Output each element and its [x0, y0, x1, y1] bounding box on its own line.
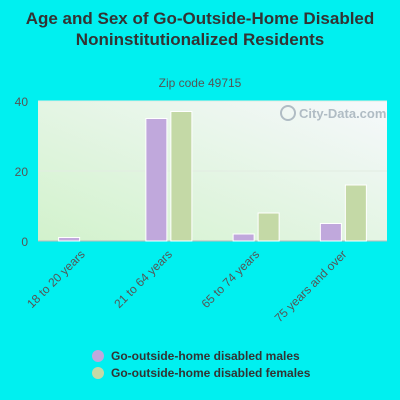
watermark: City-Data.com — [280, 105, 386, 121]
chart-title: Age and Sex of Go-Outside-Home Disabled … — [25, 9, 375, 49]
legend-swatch-males — [92, 350, 104, 362]
watermark-text: City-Data.com — [299, 106, 386, 121]
bar-females — [170, 111, 193, 242]
legend-item-females: Go-outside-home disabled females — [92, 365, 310, 381]
x-tick-label: 21 to 64 years — [111, 247, 175, 311]
y-tick-label: 40 — [15, 95, 29, 109]
chart-subtitle: Zip code 49715 — [158, 76, 242, 90]
bars — [58, 111, 367, 242]
legend-label-males: Go-outside-home disabled males — [111, 349, 300, 363]
bar-females — [344, 184, 367, 242]
legend-swatch-females — [92, 367, 104, 379]
legend-label-females: Go-outside-home disabled females — [111, 366, 311, 380]
bar-males — [319, 223, 342, 242]
y-tick-label: 0 — [21, 235, 28, 249]
legend: Go-outside-home disabled males Go-outsid… — [92, 348, 310, 382]
bar-males — [232, 233, 255, 242]
bar-males — [58, 237, 81, 242]
x-tick-label: 65 to 74 years — [199, 247, 263, 311]
bar-females — [257, 212, 280, 242]
y-axis: 0 20 40 — [15, 95, 29, 249]
y-tick-label: 20 — [15, 165, 29, 179]
x-axis: 18 to 20 years 21 to 64 years 65 to 74 yea… — [24, 247, 349, 325]
x-tick-label: 75 years and over — [272, 247, 350, 325]
legend-item-males: Go-outside-home disabled males — [92, 348, 310, 364]
bar-males — [145, 118, 168, 242]
x-tick-label: 18 to 20 years — [24, 247, 88, 311]
